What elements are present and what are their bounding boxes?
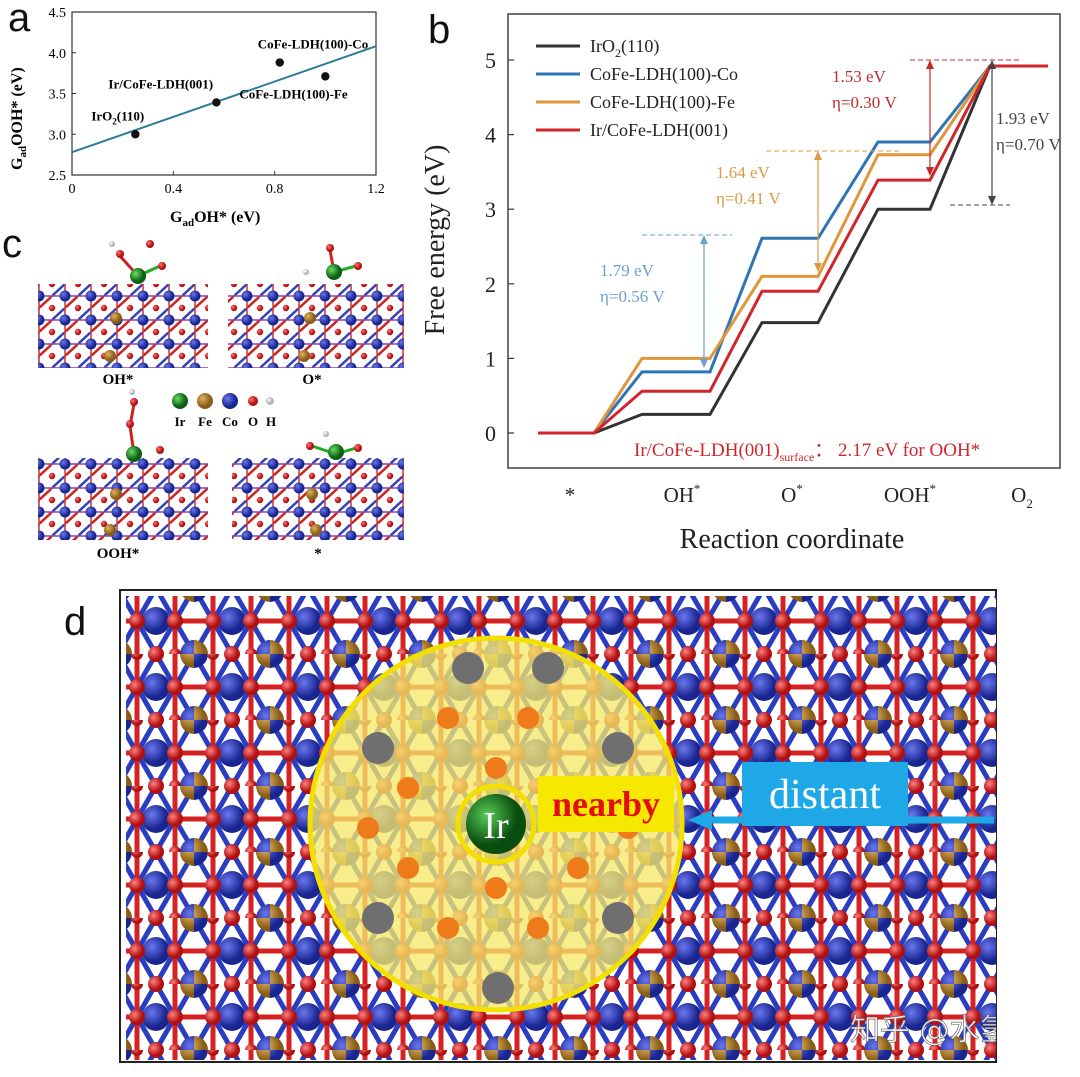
arrowhead	[988, 60, 996, 69]
arrowhead	[700, 359, 708, 368]
x-step-label-b: *	[565, 483, 576, 507]
legend-co: Co	[222, 414, 238, 429]
y-axis-label-b: Free energy (eV)	[420, 145, 451, 336]
legend-entry-b: IrO2(110)	[590, 36, 659, 60]
arrowhead	[926, 167, 934, 176]
structure-label-bare: *	[314, 546, 322, 562]
x-tick-label-a: 0.4	[165, 182, 183, 197]
annot-153-eta: η=0.30 V	[832, 93, 897, 112]
legend-h: H	[266, 414, 276, 429]
data-point-a	[131, 130, 140, 139]
data-point-a	[321, 72, 330, 81]
annot-164-eta: η=0.41 V	[716, 189, 781, 208]
y-tick-label-a: 2.5	[49, 169, 67, 184]
panel-letter-b: b	[428, 8, 451, 52]
arrowhead	[700, 235, 708, 244]
annot-153-energy: 1.53 eV	[832, 67, 887, 86]
point-label-a: CoFe-LDH(100)-Co	[258, 37, 368, 52]
y-tick-label-a: 3.5	[49, 88, 67, 103]
legend-fe: Fe	[198, 414, 212, 429]
point-label-a: CoFe-LDH(100)-Fe	[239, 86, 348, 101]
arrowhead	[814, 263, 822, 272]
ir-site-ring	[455, 783, 537, 865]
surface-top-view: Ir nearby distant 知乎 @水氢电	[119, 589, 998, 1063]
structure-ooh	[38, 389, 208, 540]
y-tick-label-b: 1	[485, 346, 496, 371]
arrowhead	[926, 60, 934, 69]
x-step-label-b: OOH*	[884, 481, 936, 507]
nearby-metal-atoms	[362, 652, 634, 1004]
structure-label-oh: OH*	[103, 372, 134, 388]
scaling-relation-scatter: 0 0.4 0.8 1.2 2.5 3.0 3.5 4.0 4.5 IrO2(110) Ir/Co…	[9, 6, 385, 229]
y-axis-label-a: GadOOH* (eV)	[9, 67, 29, 170]
x-tick-label-a: 0.8	[266, 182, 284, 197]
x-step-label-b: O2	[1011, 483, 1033, 511]
y-tick-label-b: 4	[485, 123, 496, 148]
energy-series-line	[538, 64, 1048, 435]
panel-letter-c: c	[2, 222, 22, 266]
watermark: 知乎 @水氢电	[850, 1013, 998, 1048]
x-axis-label-b: Reaction coordinate	[680, 524, 905, 555]
distant-arrowhead	[688, 810, 712, 830]
y-tick-label-b: 0	[485, 421, 496, 446]
y-tick-label-a: 4.5	[49, 6, 67, 21]
structure-o	[228, 244, 404, 368]
y-tick-label-a: 3.0	[49, 128, 67, 143]
legend-entry-b: Ir/CoFe-LDH(001)	[590, 120, 728, 141]
energy-series-line	[538, 64, 1048, 435]
y-tick-label-a: 4.0	[49, 47, 67, 62]
legend-entry-b: CoFe-LDH(100)-Co	[590, 64, 738, 85]
annot-164-energy: 1.64 eV	[716, 163, 771, 182]
x-axis-label-a: GadOH* (eV)	[170, 209, 260, 229]
x-step-label-b: O*	[781, 481, 803, 507]
data-point-a	[275, 58, 284, 67]
y-tick-label-b: 5	[485, 48, 496, 73]
point-label-a: Ir/CoFe-LDH(001)	[108, 76, 213, 91]
structure-bare	[232, 431, 404, 540]
ir-label: Ir	[483, 805, 509, 847]
energy-series-line	[538, 64, 1048, 435]
y-tick-label-b: 3	[485, 197, 496, 222]
plot-frame-b	[507, 13, 1061, 469]
point-label-a: IrO2(110)	[91, 108, 144, 126]
arrowhead	[814, 151, 822, 160]
data-point-a	[212, 98, 221, 107]
ir-atom	[466, 794, 526, 854]
nearby-label: nearby	[552, 784, 660, 824]
y-tick-label-b: 2	[485, 272, 496, 297]
panel-letter-a: a	[8, 0, 31, 40]
legend-ir: Ir	[175, 414, 186, 429]
legend-o: O	[248, 414, 258, 429]
annot-179-eta: η=0.56 V	[600, 287, 665, 306]
free-energy-diagram: 0 1 2 3 4 5 IrO2(110) CoFe-LDH(100)-Co CoFe-LDH…	[420, 13, 1061, 555]
annot-179-energy: 1.79 eV	[600, 261, 655, 280]
x-step-label-b: OH*	[664, 481, 701, 507]
surface-note: Ir/CoFe-LDH(001)surface： 2.17 eV for OOH…	[634, 440, 980, 464]
nearby-label-bg	[538, 776, 674, 832]
distant-label-bg	[742, 762, 908, 826]
structure-oh	[38, 240, 208, 368]
structure-label-ooh: OOH*	[97, 546, 140, 562]
atom-legend: Ir Fe Co O H	[172, 393, 276, 429]
legend-entry-b: CoFe-LDH(100)-Fe	[590, 92, 735, 113]
energy-series-line	[538, 64, 1048, 435]
annot-193-eta: η=0.70 V	[996, 135, 1061, 154]
panel-letter-d: d	[64, 600, 87, 644]
adsorption-structures: OH* O* OOH* * Ir Fe Co O H	[38, 240, 404, 562]
structure-label-o: O*	[302, 372, 321, 388]
distant-label: distant	[769, 772, 881, 818]
x-tick-label-a: 1.2	[367, 182, 385, 197]
fit-line	[71, 45, 377, 154]
annot-193-energy: 1.93 eV	[996, 109, 1051, 128]
x-tick-label-a: 0	[69, 182, 76, 197]
arrowhead	[988, 196, 996, 205]
